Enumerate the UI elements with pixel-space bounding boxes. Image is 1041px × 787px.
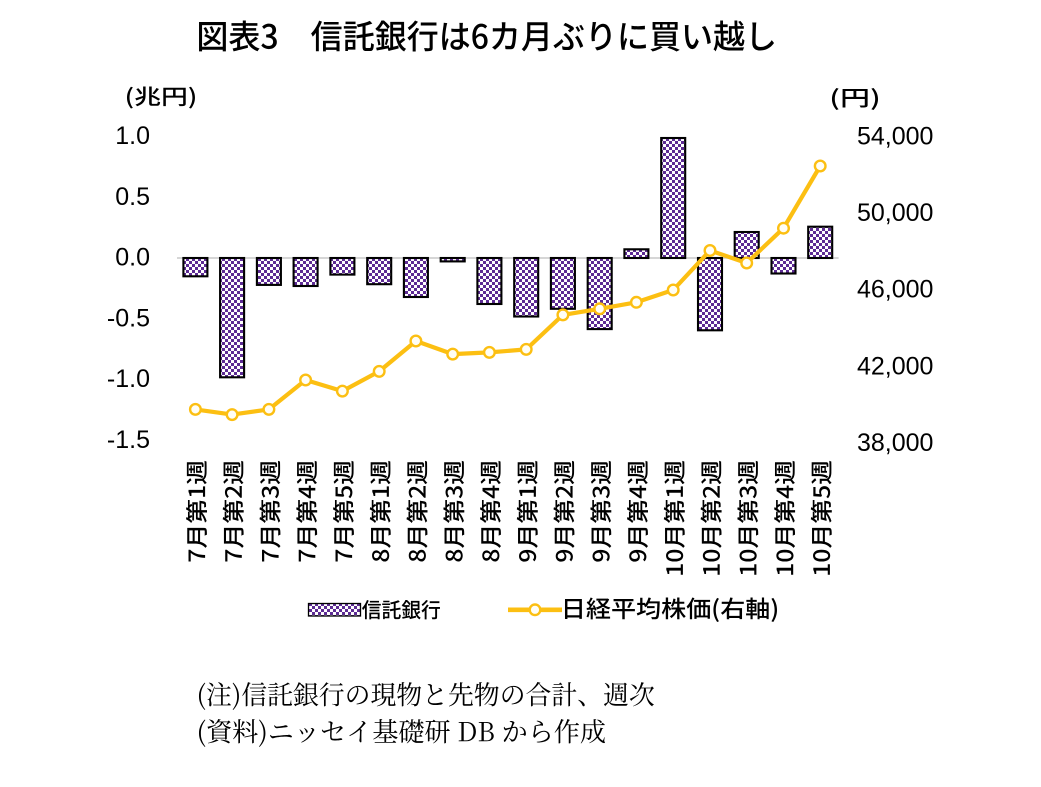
svg-text:1.0: 1.0	[115, 122, 150, 150]
svg-text:50,000: 50,000	[857, 199, 933, 227]
svg-text:54,000: 54,000	[857, 123, 933, 151]
svg-text:0.5: 0.5	[115, 183, 150, 211]
svg-text:46,000: 46,000	[857, 276, 933, 304]
svg-text:38,000: 38,000	[857, 429, 933, 457]
svg-text:0.0: 0.0	[115, 244, 150, 272]
svg-text:42,000: 42,000	[857, 352, 933, 380]
svg-text:-1.5: -1.5	[107, 426, 150, 454]
svg-text:-0.5: -0.5	[107, 304, 150, 332]
svg-text:-1.0: -1.0	[107, 365, 150, 393]
